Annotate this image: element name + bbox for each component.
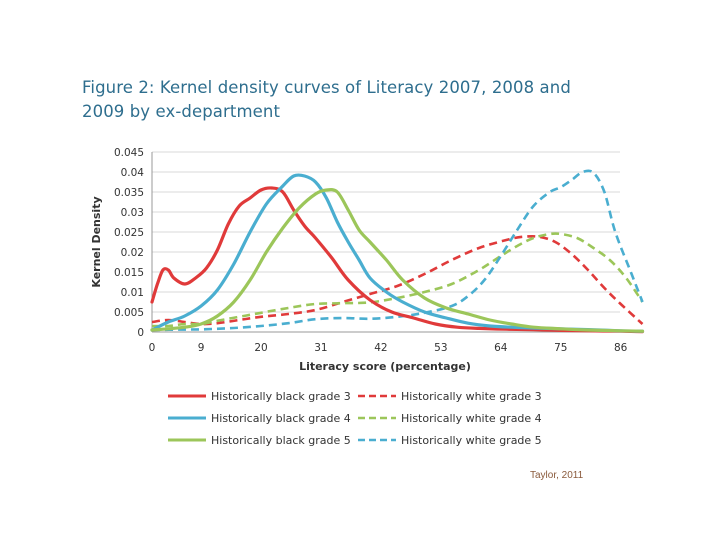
slide: Figure 2: Kernel density curves of Liter… [0,0,720,540]
legend-label: Historically black grade 5 [211,434,351,447]
y-tick-label: 0.03 [121,207,144,219]
y-tick-label: 0.035 [114,187,144,199]
x-tick-label: 64 [494,342,508,354]
y-tick-label: 0 [137,327,144,339]
series-black-grade-5 [152,190,643,332]
legend-item-black-grade-5: Historically black grade 5 [168,432,351,448]
legend-label: Historically white grade 4 [401,412,542,425]
y-tick-label: 0.005 [114,307,144,319]
y-tick-label: 0.04 [121,167,145,179]
legend-label: Historically white grade 5 [401,434,542,447]
y-tick-label: 0.015 [114,267,144,279]
chart-series [152,171,643,332]
x-tick-label: 9 [198,342,205,354]
legend-label: Historically black grade 3 [211,390,351,403]
y-axis-title: Kernel Density [90,196,103,287]
y-tick-label: 0.02 [121,247,144,259]
legend-label: Historically black grade 4 [211,412,351,425]
legend-item-white-grade-4: Historically white grade 4 [358,410,542,426]
x-tick-label: 75 [554,342,567,354]
legend-item-black-grade-3: Historically black grade 3 [168,388,351,404]
legend-swatch-black-grade-3 [168,392,206,400]
legend-item-white-grade-5: Historically white grade 5 [358,432,542,448]
y-tick-label: 0.025 [114,227,144,239]
legend-swatch-black-grade-5 [168,436,206,444]
x-tick-label: 42 [374,342,387,354]
legend-swatch-white-grade-3 [358,392,396,400]
kernel-density-chart: 0 0.005 0.01 0.015 0.02 0.025 0.03 0.035 0.04 0.0… [0,0,720,540]
legend-item-white-grade-3: Historically white grade 3 [358,388,542,404]
x-axis-title: Literacy score (percentage) [299,360,471,373]
y-tick-label: 0.045 [114,147,144,159]
x-tick-label: 86 [614,342,628,354]
chart-legend: Historically black grade 3 Historically … [168,388,608,448]
legend-swatch-black-grade-4 [168,414,206,422]
legend-swatch-white-grade-5 [358,436,396,444]
source-credit: Taylor, 2011 [530,470,583,481]
x-tick-label: 0 [149,342,156,354]
y-tick-label: 0.01 [121,287,144,299]
legend-swatch-white-grade-4 [358,414,396,422]
x-tick-label: 20 [254,342,267,354]
x-tick-label: 31 [314,342,327,354]
legend-label: Historically white grade 3 [401,390,542,403]
legend-item-black-grade-4: Historically black grade 4 [168,410,351,426]
x-tick-label: 53 [434,342,447,354]
